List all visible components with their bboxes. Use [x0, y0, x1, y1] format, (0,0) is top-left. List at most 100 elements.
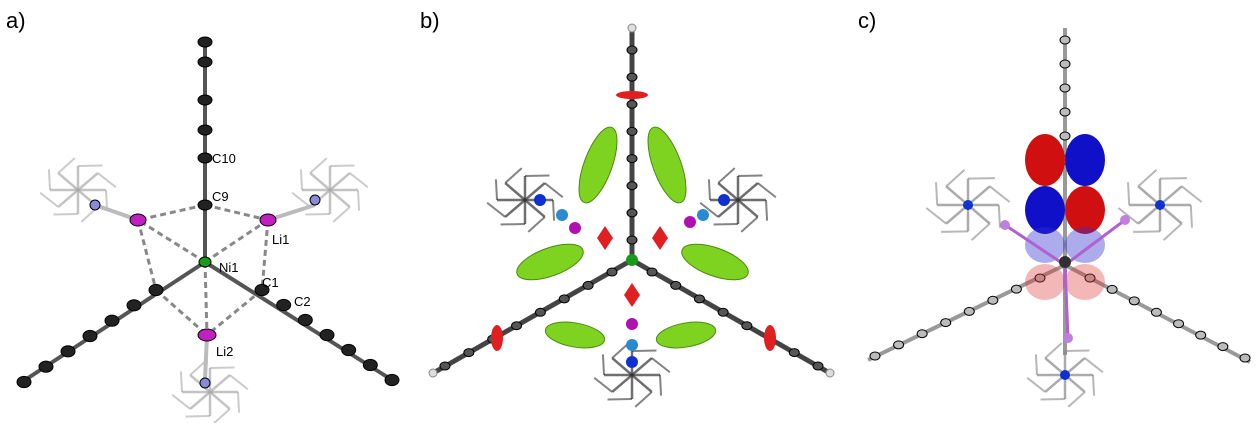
bond — [333, 207, 350, 222]
atom — [941, 319, 951, 327]
atom-label: C10 — [212, 151, 236, 166]
atom — [626, 254, 638, 266]
atom — [718, 308, 728, 316]
bond — [972, 224, 990, 240]
atom — [298, 314, 312, 325]
bond — [941, 231, 968, 232]
bond — [78, 173, 98, 190]
bond — [553, 200, 554, 221]
atom — [826, 369, 834, 377]
bond — [738, 183, 758, 200]
atom — [149, 284, 163, 295]
bond — [603, 354, 604, 375]
atom-label: Ni1 — [219, 260, 239, 275]
atom — [83, 330, 97, 341]
bond — [999, 205, 1000, 228]
bond — [310, 158, 327, 173]
atom — [1240, 354, 1250, 362]
panel-label: c) — [858, 8, 876, 33]
atom — [1060, 84, 1070, 92]
orbital-lobe — [1065, 264, 1105, 300]
orbital-lobe — [1025, 186, 1065, 234]
atom — [627, 155, 637, 163]
bond — [1138, 170, 1156, 186]
atom — [813, 362, 823, 370]
atom — [198, 200, 212, 210]
bond — [612, 375, 632, 392]
atom — [789, 349, 799, 357]
atom — [647, 268, 657, 276]
bond — [766, 200, 767, 221]
bond — [292, 193, 310, 207]
atom — [1059, 256, 1071, 268]
atom — [626, 356, 638, 368]
atom — [559, 295, 569, 303]
bond — [528, 217, 545, 232]
structures — [17, 24, 1250, 423]
atom — [742, 322, 752, 330]
atom — [198, 57, 212, 67]
isosurface — [491, 325, 503, 351]
atom — [260, 214, 276, 226]
atom — [1155, 200, 1165, 210]
atom — [870, 352, 880, 360]
figure: a) b) c) C10 C9 Li1 Ni1 C1 C2 Li2 — [0, 0, 1258, 423]
orbital-lobe — [1065, 227, 1105, 263]
atom — [1060, 370, 1070, 380]
bond — [487, 203, 505, 217]
orbital-lobe — [1065, 134, 1105, 186]
bond — [496, 179, 497, 200]
atom — [1000, 220, 1010, 230]
bond — [207, 290, 262, 335]
atom — [512, 322, 522, 330]
atom — [1129, 297, 1139, 305]
bond — [330, 190, 350, 207]
bond — [990, 186, 1010, 202]
atom — [627, 100, 637, 108]
atom — [1063, 333, 1073, 343]
atom — [199, 257, 211, 267]
bond — [98, 173, 116, 187]
atom — [583, 281, 593, 289]
atom — [198, 37, 212, 47]
atom-label: Li2 — [216, 344, 233, 359]
bond — [205, 220, 268, 262]
bond — [505, 200, 525, 217]
bond — [40, 193, 58, 207]
atom — [964, 307, 974, 315]
atom — [626, 318, 638, 330]
bond — [660, 375, 661, 396]
atom — [607, 268, 617, 276]
bond — [1036, 354, 1037, 375]
atom — [198, 95, 212, 105]
bond — [718, 168, 735, 183]
bond — [58, 158, 75, 173]
isosurface — [616, 91, 648, 99]
bond — [635, 392, 652, 407]
bond — [1182, 186, 1202, 202]
atom — [697, 209, 709, 221]
isosurface — [764, 325, 776, 351]
atom — [1107, 285, 1117, 293]
bond — [738, 200, 758, 217]
atom — [627, 73, 637, 81]
bond — [358, 190, 359, 211]
atom — [1060, 60, 1070, 68]
atom — [894, 341, 904, 349]
bond — [505, 183, 525, 200]
bond — [926, 208, 946, 224]
atom — [277, 299, 291, 310]
atom — [320, 329, 334, 340]
isosurface — [512, 237, 587, 287]
bond — [594, 378, 612, 392]
isosurface — [652, 226, 668, 250]
bond — [1128, 182, 1129, 205]
atom — [1011, 285, 1021, 293]
atom — [556, 209, 568, 221]
atom — [917, 330, 927, 338]
atom — [627, 209, 637, 217]
atom — [535, 308, 545, 316]
bond — [968, 178, 995, 179]
atom — [198, 125, 212, 135]
orbital-lobe — [1025, 134, 1065, 186]
